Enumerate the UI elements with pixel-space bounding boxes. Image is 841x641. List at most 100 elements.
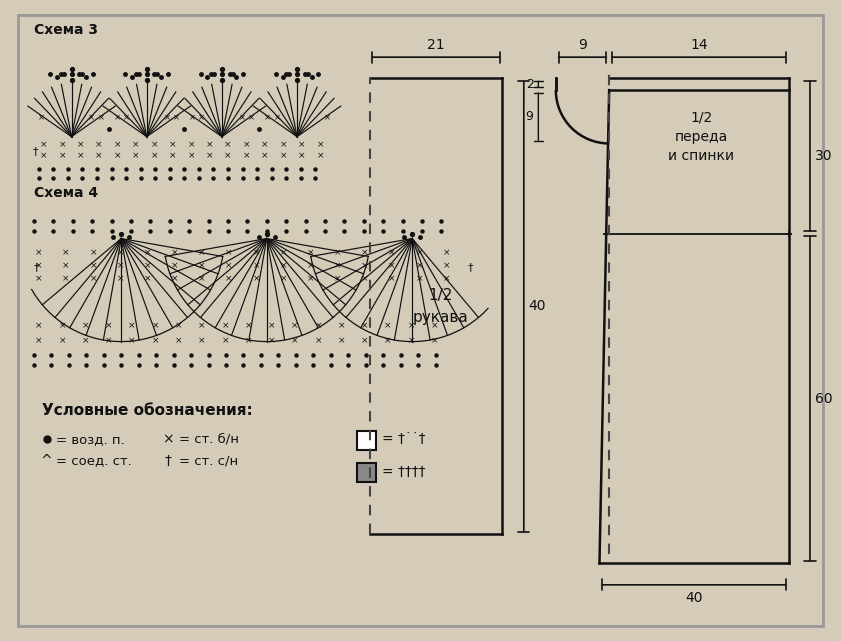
Text: ×: ×: [245, 336, 252, 345]
Text: ×: ×: [307, 249, 315, 258]
Bar: [357, 431, 377, 450]
Text: ×: ×: [114, 113, 120, 122]
Text: ×: ×: [415, 275, 423, 284]
Text: ×: ×: [123, 113, 130, 122]
Text: ×: ×: [77, 140, 84, 149]
Text: ×: ×: [105, 336, 113, 345]
Text: ×: ×: [62, 249, 70, 258]
Text: ×: ×: [334, 249, 341, 258]
Text: ×: ×: [324, 113, 331, 122]
Text: 30: 30: [815, 149, 833, 163]
Text: ×: ×: [338, 336, 345, 345]
Text: ×: ×: [384, 336, 392, 345]
Text: ×: ×: [58, 321, 66, 330]
Text: ×: ×: [307, 261, 315, 271]
Text: ×: ×: [315, 336, 322, 345]
Text: ×: ×: [279, 249, 287, 258]
Text: ×: ×: [171, 249, 178, 258]
Text: ×: ×: [35, 261, 43, 271]
Text: ×: ×: [415, 249, 423, 258]
Text: †: †: [164, 454, 172, 468]
Text: ×: ×: [206, 151, 214, 161]
Text: ×: ×: [221, 336, 229, 345]
Text: ×: ×: [431, 336, 438, 345]
Text: ×: ×: [77, 151, 84, 161]
Text: ×: ×: [82, 321, 89, 330]
Text: ×: ×: [58, 140, 66, 149]
Text: ×: ×: [361, 321, 368, 330]
Text: ×: ×: [361, 249, 368, 258]
Text: ×: ×: [144, 261, 151, 271]
Text: 40: 40: [529, 299, 546, 313]
Text: ×: ×: [267, 321, 275, 330]
Text: ×: ×: [114, 140, 121, 149]
Text: = ст. с/н: = ст. с/н: [179, 454, 239, 467]
Text: ×: ×: [169, 151, 177, 161]
Text: ×: ×: [264, 113, 271, 122]
Text: ×: ×: [307, 275, 315, 284]
Text: †: †: [468, 263, 473, 272]
Text: ×: ×: [273, 113, 280, 122]
Text: ×: ×: [62, 275, 70, 284]
Text: ×: ×: [291, 336, 299, 345]
Text: ×: ×: [239, 113, 246, 122]
Text: ×: ×: [198, 336, 205, 345]
Text: ×: ×: [38, 113, 45, 122]
Text: ×: ×: [361, 261, 368, 271]
Text: ×: ×: [82, 336, 89, 345]
Text: ×: ×: [117, 249, 124, 258]
Text: ×: ×: [431, 321, 438, 330]
Text: ×: ×: [415, 261, 423, 271]
Text: ×: ×: [114, 151, 121, 161]
Text: ×: ×: [117, 275, 124, 284]
Text: ×: ×: [225, 151, 232, 161]
Text: ×: ×: [128, 336, 135, 345]
Text: = возд. п.: = возд. п.: [56, 433, 125, 446]
Text: 9: 9: [578, 38, 587, 53]
Text: ×: ×: [40, 140, 47, 149]
Text: ×: ×: [188, 140, 195, 149]
Text: ×: ×: [338, 321, 345, 330]
Text: ×: ×: [198, 249, 205, 258]
Text: ×: ×: [261, 151, 268, 161]
Text: ×: ×: [35, 275, 43, 284]
Text: ×: ×: [334, 275, 341, 284]
Text: ^: ^: [40, 454, 52, 468]
Text: ×: ×: [105, 321, 113, 330]
Text: 1/2
переда
и спинки: 1/2 переда и спинки: [669, 110, 734, 163]
Text: ×: ×: [62, 261, 70, 271]
Bar: [357, 463, 377, 482]
Text: 21: 21: [427, 38, 445, 53]
Text: ×: ×: [128, 321, 135, 330]
Text: ×: ×: [198, 261, 205, 271]
Text: ×: ×: [389, 249, 395, 258]
Text: ×: ×: [279, 275, 287, 284]
Text: ×: ×: [248, 113, 255, 122]
Text: 40: 40: [685, 590, 703, 604]
Text: ×: ×: [334, 261, 341, 271]
Text: ×: ×: [95, 151, 103, 161]
Text: ×: ×: [225, 249, 233, 258]
Text: ×: ×: [151, 140, 158, 149]
Text: ×: ×: [188, 113, 196, 122]
Text: ×: ×: [40, 151, 47, 161]
Text: ×: ×: [243, 151, 250, 161]
Text: 9: 9: [526, 110, 533, 123]
Text: ×: ×: [245, 321, 252, 330]
Text: Схема 3: Схема 3: [34, 23, 98, 37]
Text: Условные обозначения:: Условные обозначения:: [42, 403, 252, 418]
Text: ×: ×: [261, 140, 268, 149]
Text: ×: ×: [408, 321, 415, 330]
Text: = соед. ст.: = соед. ст.: [56, 454, 132, 467]
Text: ×: ×: [252, 249, 260, 258]
Text: ×: ×: [298, 140, 305, 149]
Text: ×: ×: [88, 113, 95, 122]
Text: ×: ×: [298, 151, 305, 161]
Text: 2: 2: [526, 78, 533, 91]
Text: ×: ×: [173, 113, 180, 122]
Text: ×: ×: [144, 249, 151, 258]
Text: ×: ×: [198, 321, 205, 330]
Text: ×: ×: [35, 249, 43, 258]
Text: 14: 14: [690, 38, 708, 53]
Text: ×: ×: [144, 275, 151, 284]
